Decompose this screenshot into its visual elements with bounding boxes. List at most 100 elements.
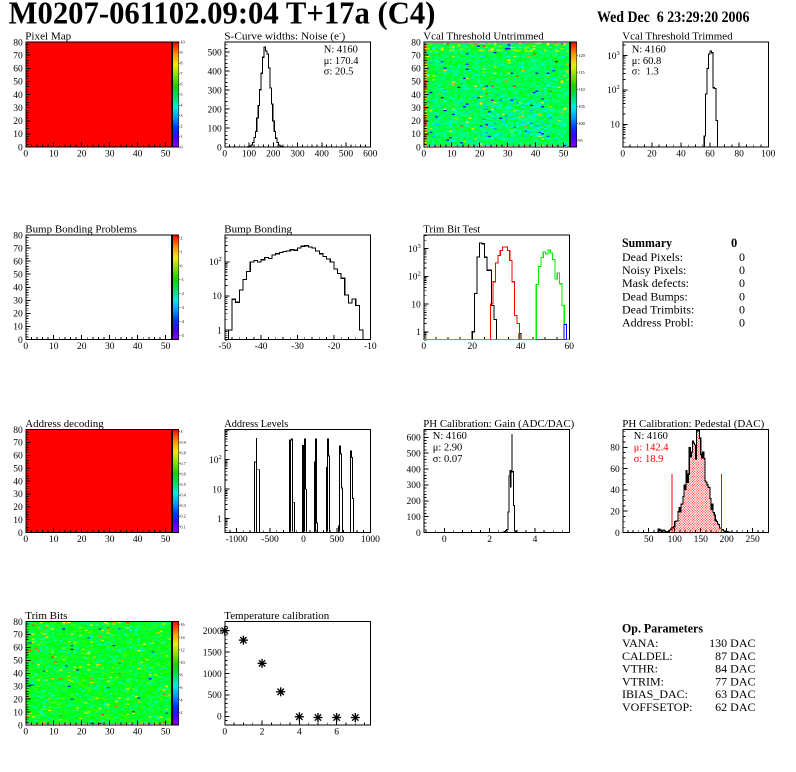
svg-text:VTHR:: VTHR: xyxy=(622,662,658,676)
svg-text:40: 40 xyxy=(13,284,23,294)
svg-text:40: 40 xyxy=(13,91,23,101)
svg-text:50: 50 xyxy=(13,657,23,667)
svg-text:400: 400 xyxy=(208,67,223,77)
svg-text:14: 14 xyxy=(180,635,185,640)
svg-text:Vcal Threshold Trimmed: Vcal Threshold Trimmed xyxy=(622,30,733,42)
svg-text:0: 0 xyxy=(739,302,745,316)
svg-text:0: 0 xyxy=(739,289,745,303)
svg-text:63 DAC: 63 DAC xyxy=(715,687,755,701)
svg-text:0: 0 xyxy=(18,336,23,346)
svg-text:1000: 1000 xyxy=(361,535,380,545)
svg-text:100: 100 xyxy=(578,121,584,126)
svg-text:10: 10 xyxy=(411,300,421,310)
svg-text:50: 50 xyxy=(13,464,23,474)
svg-text:500: 500 xyxy=(339,150,354,160)
svg-text:6: 6 xyxy=(180,82,183,87)
svg-text:30: 30 xyxy=(13,297,23,307)
svg-text:0: 0 xyxy=(421,150,426,160)
svg-text:20: 20 xyxy=(77,728,87,738)
svg-text:80: 80 xyxy=(734,150,744,160)
svg-text:10: 10 xyxy=(212,485,222,495)
svg-text:0.5: 0.5 xyxy=(180,482,185,487)
svg-text:0: 0 xyxy=(739,316,745,330)
svg-text:200: 200 xyxy=(407,497,422,507)
svg-text:Trim Bit Test: Trim Bit Test xyxy=(423,223,480,235)
svg-text:77 DAC: 77 DAC xyxy=(715,674,755,688)
svg-text:-4: -4 xyxy=(180,319,184,324)
svg-text:20: 20 xyxy=(468,342,478,352)
svg-text:50: 50 xyxy=(411,78,421,88)
svg-text:30: 30 xyxy=(105,728,115,738)
svg-text:VOFFSETOP:: VOFFSETOP: xyxy=(622,700,692,714)
svg-text:2000: 2000 xyxy=(203,627,222,637)
svg-text:110: 110 xyxy=(578,87,584,92)
svg-text:103: 103 xyxy=(607,50,620,62)
svg-text:20: 20 xyxy=(647,150,657,160)
svg-text:50: 50 xyxy=(161,150,171,160)
svg-text:0.3: 0.3 xyxy=(180,503,185,508)
svg-text:80: 80 xyxy=(13,38,23,48)
svg-text:0: 0 xyxy=(18,143,23,153)
svg-text:μ: 2.90: μ: 2.90 xyxy=(433,443,463,454)
svg-text:μ: 170.4: μ: 170.4 xyxy=(324,56,360,67)
svg-text:70: 70 xyxy=(13,631,23,641)
svg-text:100: 100 xyxy=(668,535,683,545)
svg-text:0: 0 xyxy=(739,250,745,264)
svg-text:50: 50 xyxy=(13,78,23,88)
svg-text:80: 80 xyxy=(411,38,421,48)
svg-text:μ: 142.4: μ: 142.4 xyxy=(634,443,670,454)
svg-text:7: 7 xyxy=(180,71,183,76)
svg-text:5: 5 xyxy=(180,92,182,97)
svg-text:102: 102 xyxy=(209,256,222,268)
svg-text:-1000: -1000 xyxy=(226,535,248,545)
svg-text:40: 40 xyxy=(133,728,143,738)
svg-text:N: 4160: N: 4160 xyxy=(324,44,358,55)
svg-text:250: 250 xyxy=(746,535,761,545)
svg-text:Dead Pixels:: Dead Pixels: xyxy=(622,250,683,264)
svg-text:40: 40 xyxy=(531,150,541,160)
svg-text:Vcal Threshold Untrimmed: Vcal Threshold Untrimmed xyxy=(423,30,544,42)
svg-text:400: 400 xyxy=(315,150,330,160)
svg-text:40: 40 xyxy=(133,342,143,352)
svg-text:300: 300 xyxy=(208,86,223,96)
svg-text:Trim Bits: Trim Bits xyxy=(25,610,67,622)
svg-text:μ: 60.8: μ: 60.8 xyxy=(632,56,662,67)
svg-text:40: 40 xyxy=(133,535,143,545)
svg-text:500: 500 xyxy=(208,691,223,701)
svg-text:Temperature calibration: Temperature calibration xyxy=(224,610,329,622)
svg-text:Bump Bonding: Bump Bonding xyxy=(224,223,292,235)
svg-text:0: 0 xyxy=(301,535,306,545)
svg-text:70: 70 xyxy=(13,244,23,254)
svg-text:80: 80 xyxy=(13,426,23,436)
svg-text:20: 20 xyxy=(13,117,23,127)
svg-text:σ: 0.07: σ: 0.07 xyxy=(433,454,463,465)
svg-text:10: 10 xyxy=(49,342,59,352)
svg-text:20: 20 xyxy=(13,695,23,705)
svg-text:0: 0 xyxy=(615,529,620,539)
svg-text:102: 102 xyxy=(408,271,421,283)
svg-text:1: 1 xyxy=(180,249,182,254)
svg-text:0.8: 0.8 xyxy=(180,450,185,455)
svg-text:0: 0 xyxy=(23,342,28,352)
svg-text:60: 60 xyxy=(13,65,23,75)
svg-text:95: 95 xyxy=(578,138,582,143)
svg-text:2: 2 xyxy=(260,728,265,738)
svg-text:Address Probl:: Address Probl: xyxy=(622,316,694,330)
svg-text:600: 600 xyxy=(363,150,378,160)
svg-text:σ: 1.3: σ: 1.3 xyxy=(632,67,659,78)
svg-text:200: 200 xyxy=(208,105,223,115)
svg-text:20: 20 xyxy=(13,503,23,513)
svg-text:10: 10 xyxy=(49,728,59,738)
svg-text:10: 10 xyxy=(610,121,620,131)
svg-text:-40: -40 xyxy=(255,342,268,352)
svg-text:102: 102 xyxy=(209,454,222,466)
svg-text:0: 0 xyxy=(416,529,421,539)
svg-text:-3: -3 xyxy=(180,305,184,310)
svg-text:10: 10 xyxy=(49,535,59,545)
svg-text:200: 200 xyxy=(266,150,281,160)
svg-text:10: 10 xyxy=(13,130,23,140)
svg-text:30: 30 xyxy=(13,490,23,500)
svg-text:30: 30 xyxy=(105,150,115,160)
svg-text:0: 0 xyxy=(731,236,737,250)
svg-text:-1: -1 xyxy=(180,277,184,282)
